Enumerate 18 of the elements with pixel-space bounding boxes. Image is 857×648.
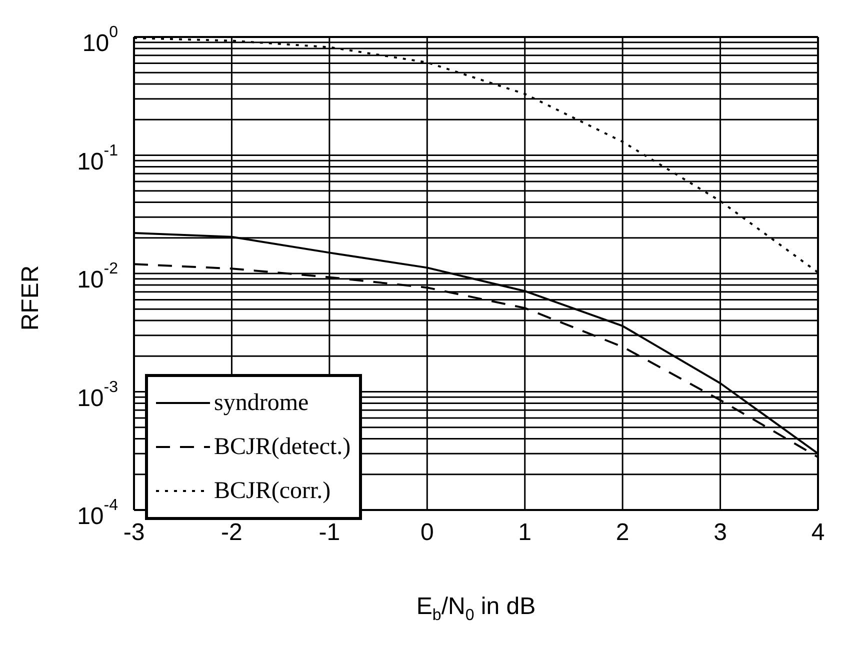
x-tick-label: 3 — [714, 519, 727, 546]
legend-label: BCJR(corr.) — [214, 477, 331, 506]
x-tick-label: 2 — [616, 519, 630, 546]
y-tick-label: 10$^{-1}$ — [77, 142, 118, 176]
x-tick-label: 4 — [811, 519, 825, 546]
x-axis-title: E$_{b}$/N$_{0}$ in dB — [416, 593, 536, 624]
y-tick-label: 10$^{-3}$ — [77, 378, 118, 412]
x-tick-label: 0 — [420, 519, 434, 546]
y-axis-title: RFER — [17, 265, 44, 331]
x-tick-label: -2 — [221, 519, 242, 546]
x-tick-label: -1 — [318, 519, 340, 546]
x-tick-label: -3 — [123, 519, 145, 546]
y-tick-label: 10$^{0}$ — [82, 24, 118, 57]
legend-label: BCJR(detect.) — [214, 433, 351, 462]
y-tick-label: 10$^{-2}$ — [77, 260, 118, 294]
x-tick-label: 1 — [518, 519, 532, 546]
y-tick-label: 10$^{-4}$ — [77, 496, 118, 530]
legend-label: syndrome — [214, 389, 309, 418]
